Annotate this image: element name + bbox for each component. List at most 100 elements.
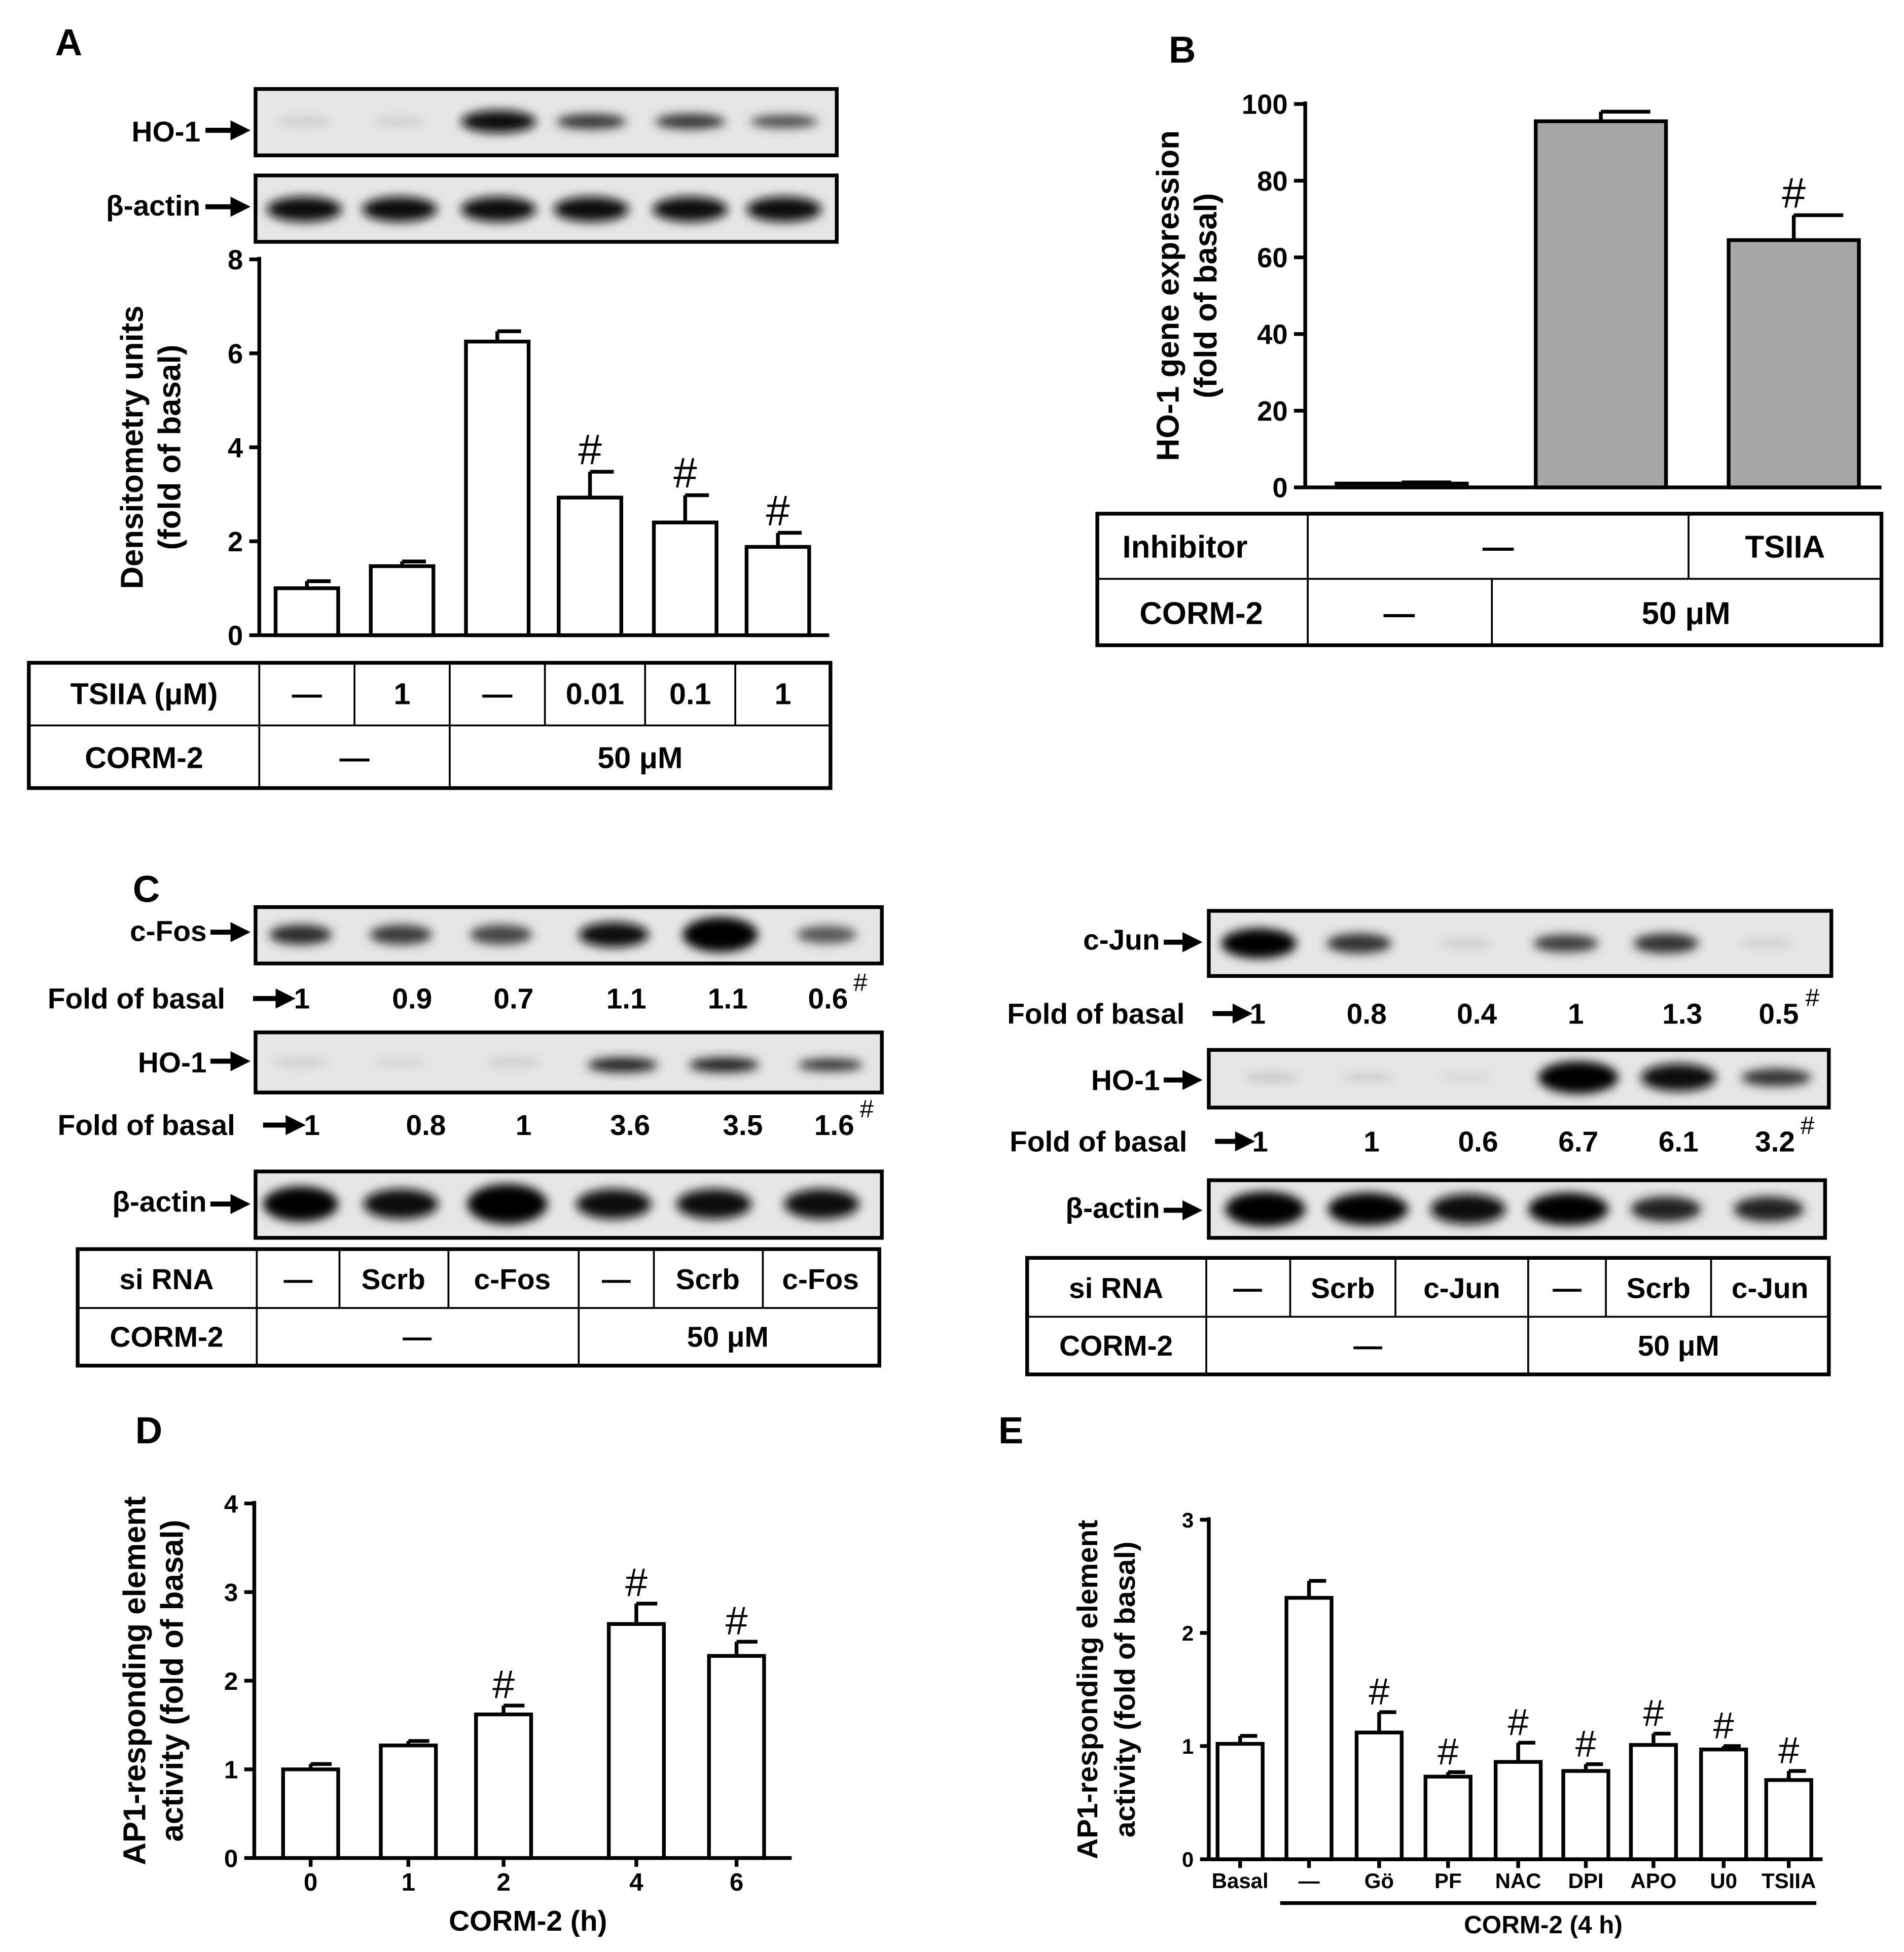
x-tick-label: APO	[1630, 1869, 1676, 1893]
table-cl-cell: Scrb	[362, 1264, 425, 1296]
significance-mark: #	[1508, 1701, 1529, 1743]
blot-box-actin-cl	[254, 1169, 884, 1240]
y-tick-label: 0	[224, 1844, 238, 1872]
y-axis-label: Densitometry units (fold of basal)	[115, 305, 188, 589]
significance-mark: #	[1369, 1671, 1389, 1713]
y-tick-label: 4	[228, 433, 243, 464]
band	[1327, 1192, 1408, 1226]
band	[276, 118, 332, 126]
arrow-icon	[1232, 1003, 1253, 1024]
fold-value: 6.7	[1558, 1126, 1598, 1158]
fold-value: 1.3	[1662, 998, 1702, 1030]
y-axis-label-line: (fold of basal)	[1189, 193, 1224, 399]
band	[369, 925, 433, 945]
table-a-cell: —	[482, 677, 513, 711]
band	[1741, 1069, 1812, 1086]
blot-label-actin: β-actin	[106, 190, 200, 222]
band	[1438, 1074, 1493, 1082]
table-b-cell: TSIIA	[1745, 529, 1825, 564]
x-tick-label: U0	[1710, 1869, 1737, 1893]
y-tick-label: 2	[224, 1667, 238, 1695]
arrow-icon	[230, 120, 251, 140]
band	[1225, 1191, 1306, 1227]
chart-a: 0 2 4 6 8 # # # Densitometry units (fold of basal…	[115, 244, 830, 651]
y-tick-label: 0	[1272, 473, 1287, 504]
table-a-cell: 0.01	[566, 677, 624, 711]
y-tick-label: 0	[1182, 1848, 1194, 1871]
y-tick-label: 1	[224, 1756, 238, 1784]
y-tick-label: 80	[1257, 166, 1287, 197]
significance-mark: #	[1438, 1730, 1458, 1772]
y-axis-label-line: activity (fold of basal)	[155, 1520, 190, 1842]
significance-mark: #	[1575, 1723, 1596, 1765]
table-b-row2-label: CORM-2	[1139, 596, 1263, 631]
chart-e: 0 1 2 3 Basal — # Gö # PF # NAC # DPI # APO # U0 # TSIIA AP1…	[1072, 1508, 1823, 1939]
significance-mark: #	[1778, 1729, 1799, 1771]
table-a-cell: 1	[394, 677, 411, 711]
fold-value: 3.2	[1755, 1126, 1795, 1158]
fold-value: 0.9	[392, 983, 432, 1015]
bar	[1493, 1760, 1543, 1861]
blot-label-cjun: c-Jun	[1083, 925, 1160, 956]
arrow-icon	[230, 1051, 251, 1072]
band	[461, 196, 536, 222]
band	[1533, 934, 1599, 952]
band	[373, 1058, 428, 1067]
fold-label: Fold of basal	[48, 983, 225, 1015]
fold-value: 1	[1363, 1126, 1380, 1158]
y-axis-label: HO-1 gene expression (fold of basal)	[1151, 130, 1224, 461]
table-a-cell: —	[292, 677, 322, 711]
table-cr-cell: Scrb	[1311, 1272, 1375, 1304]
arrow-icon	[230, 1194, 251, 1214]
band	[1633, 933, 1699, 954]
arrow-icon	[1182, 1200, 1203, 1221]
table-cl-cell: —	[284, 1264, 313, 1296]
fold-value: 1.6	[814, 1110, 854, 1142]
y-axis-label-line: Densitometry units	[115, 305, 150, 589]
y-tick-label: 0	[228, 620, 243, 651]
panel-label-b: B	[1169, 29, 1196, 71]
table-a-cell: 50 μM	[597, 740, 682, 774]
band	[269, 925, 332, 945]
band	[1430, 1194, 1506, 1224]
band	[1738, 939, 1794, 947]
y-axis-label: AP1-responding element activity (fold of …	[118, 1496, 190, 1865]
bar	[606, 1622, 666, 1860]
significance-mark: #	[1713, 1705, 1734, 1747]
band	[689, 1057, 760, 1073]
x-tick-label: NAC	[1495, 1869, 1541, 1893]
x-tick-label: 1	[402, 1868, 415, 1896]
bar	[474, 1712, 533, 1860]
fold-value: 1	[516, 1110, 532, 1142]
table-b-row1-label: Inhibitor	[1123, 529, 1248, 564]
bar	[1629, 1743, 1678, 1861]
arrow-icon	[1182, 932, 1203, 952]
x-tick-label: 4	[629, 1868, 643, 1896]
band	[1528, 1192, 1608, 1226]
fold-value: 0.8	[1347, 998, 1387, 1030]
bar	[464, 339, 531, 637]
table-cr-cell: c-Jun	[1732, 1272, 1808, 1304]
x-axis-label: CORM-2 (h)	[449, 1905, 607, 1937]
band	[655, 114, 726, 129]
table-a-cell: 0.1	[669, 677, 711, 711]
band	[576, 1189, 652, 1219]
table-cl-cell: c-Fos	[782, 1264, 858, 1296]
y-tick-label: 2	[1182, 1621, 1194, 1645]
table-b-cell: —	[1384, 596, 1415, 631]
significance-mark: #	[853, 969, 867, 997]
bar	[652, 520, 719, 637]
chart-d: 0 1 2 3 4 0 1 #2 #4 #6 AP1-responding element activ…	[118, 1490, 792, 1937]
band	[579, 922, 649, 947]
y-tick-label: 40	[1257, 319, 1287, 350]
x-tick-label: TSIIA	[1762, 1869, 1816, 1893]
y-tick-label: 3	[224, 1579, 238, 1607]
band	[784, 1189, 859, 1219]
table-cl-row1-label: si RNA	[119, 1264, 213, 1296]
significance-mark: #	[859, 1095, 874, 1123]
significance-mark: #	[726, 1598, 748, 1643]
band	[467, 1184, 548, 1224]
table-cr-cell: —	[1353, 1330, 1382, 1362]
bar	[273, 586, 340, 637]
y-axis-label-line: AP1-responding element	[118, 1496, 153, 1865]
